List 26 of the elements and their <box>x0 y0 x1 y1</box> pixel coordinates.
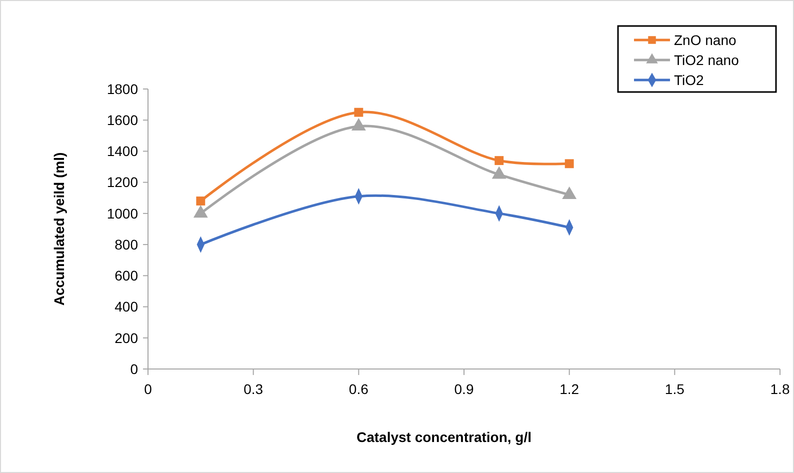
x-tick-label: 0.6 <box>348 381 369 397</box>
y-tick-label: 800 <box>114 236 138 252</box>
y-tick-label: 200 <box>114 330 138 346</box>
x-tick-label: 1.2 <box>560 381 580 397</box>
y-tick-label: 1600 <box>106 112 138 128</box>
legend-label: TiO2 nano <box>674 52 740 68</box>
x-axis-title: Catalyst concentration, g/l <box>356 429 532 445</box>
y-axis-title: Accumulated yeild (ml) <box>51 152 67 306</box>
x-tick-label: 1.5 <box>664 381 685 397</box>
point <box>494 156 504 166</box>
y-tick-label: 1400 <box>106 143 138 160</box>
legend-label: ZnO nano <box>674 32 736 48</box>
y-tick-label: 1800 <box>106 80 138 97</box>
x-tick-label: 0.3 <box>244 381 264 397</box>
x-tick-label: 0 <box>144 381 152 397</box>
x-tick-label: 1.8 <box>770 381 790 397</box>
x-tick-label: 0.9 <box>454 381 474 397</box>
y-tick-label: 1200 <box>106 174 138 190</box>
point <box>196 196 206 206</box>
y-tick-label: 600 <box>114 268 138 284</box>
legend-label: TiO2 <box>674 72 704 88</box>
point <box>564 159 574 168</box>
y-tick-label: 400 <box>114 298 138 315</box>
point <box>354 108 364 117</box>
y-tick-label: 1000 <box>106 205 138 222</box>
y-tick-label: 0 <box>130 360 138 377</box>
